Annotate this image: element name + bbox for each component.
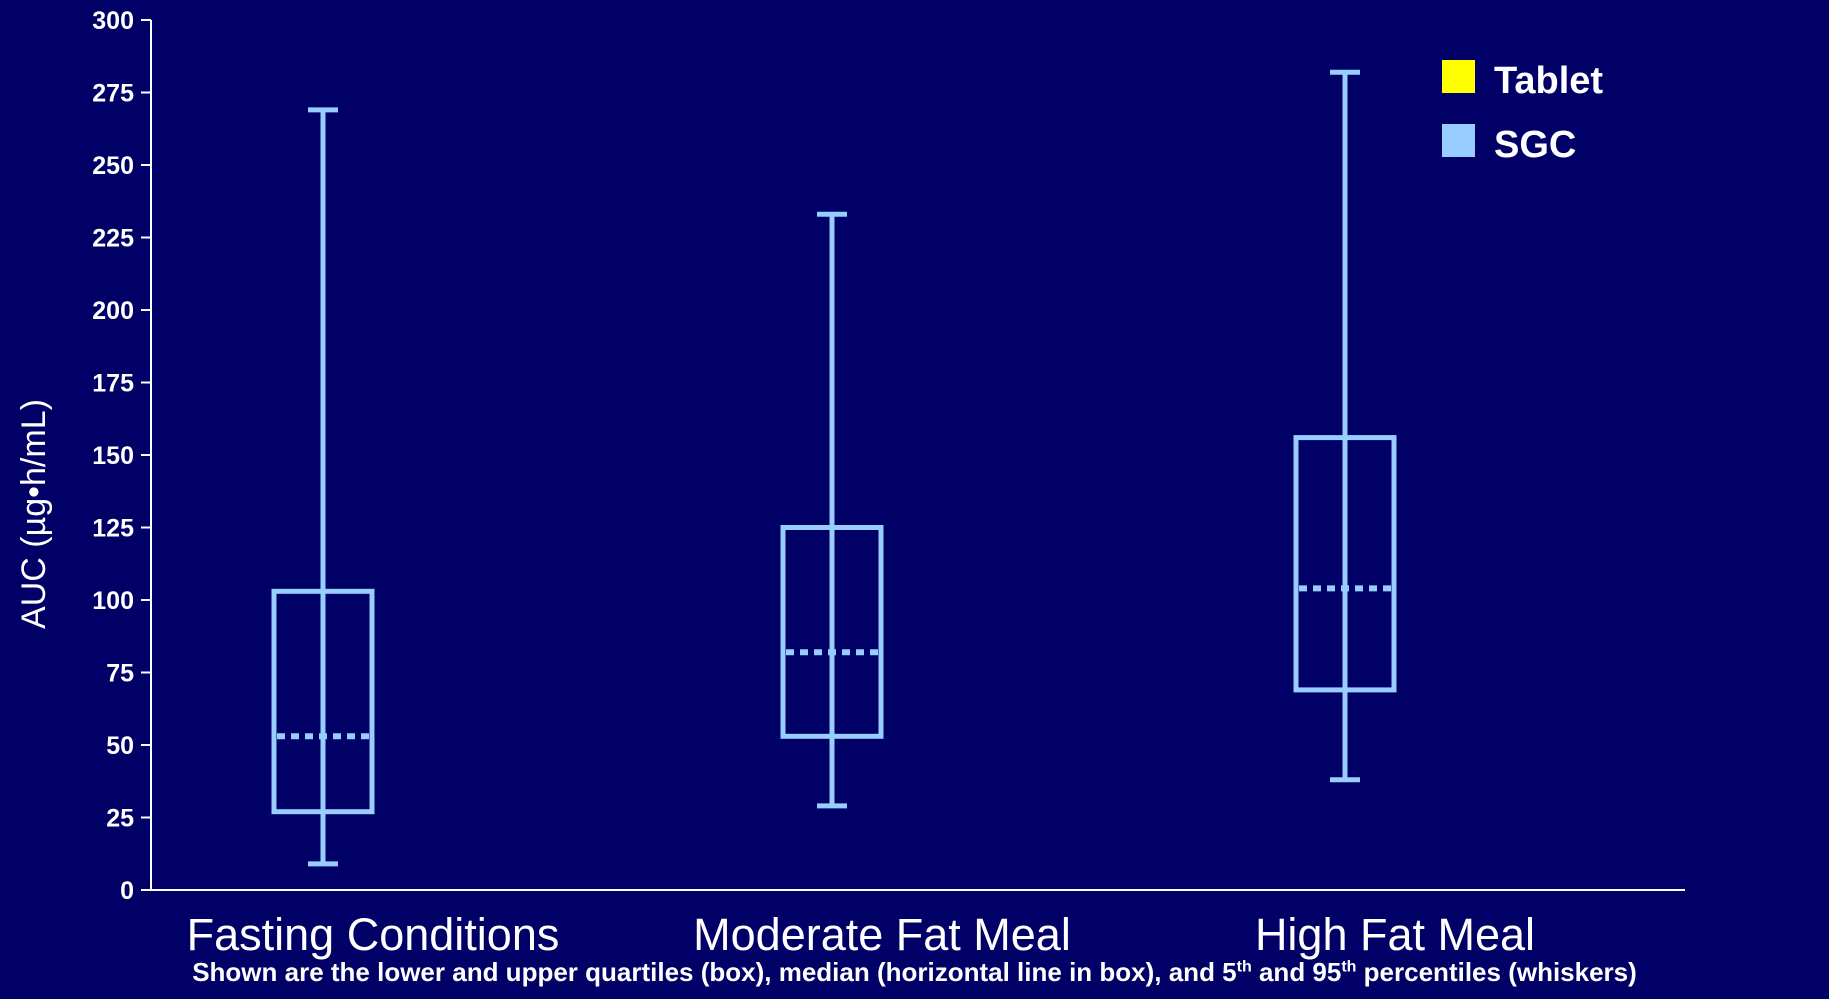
- y-tick-label: 175: [92, 370, 134, 398]
- footnote-text-3: percentiles (whiskers): [1356, 957, 1637, 987]
- y-tick-label: 100: [92, 587, 134, 615]
- x-tick-labels: Fasting Conditions Moderate Fat Meal High …: [187, 909, 1535, 960]
- footnote-sup-1: th: [1236, 958, 1252, 976]
- y-tick-label: 250: [92, 152, 134, 180]
- x-tick-label: Moderate Fat Meal: [693, 909, 1071, 960]
- box-iqr: [271, 588, 375, 815]
- footnote-sup-2: th: [1341, 958, 1357, 976]
- y-tick-label: 75: [106, 660, 134, 688]
- footnote-text-2: and 95: [1251, 957, 1342, 987]
- legend-label: SGC: [1494, 124, 1576, 166]
- boxes: [271, 69, 1397, 867]
- y-ticks: 0 25 50 75 100 125 150 175 200 225 250 275 300: [92, 7, 151, 905]
- box-group: [1293, 69, 1397, 783]
- y-tick-label: 0: [120, 877, 134, 905]
- box-group: [780, 211, 884, 809]
- x-tick-label: High Fat Meal: [1255, 909, 1535, 960]
- box-iqr: [780, 525, 884, 739]
- legend: Tablet SGC: [1442, 60, 1603, 166]
- y-tick-label: 50: [106, 732, 134, 760]
- legend-swatch: [1442, 60, 1475, 93]
- y-tick-label: 225: [92, 225, 134, 253]
- y-tick-label: 125: [92, 515, 134, 543]
- y-tick-label: 300: [92, 7, 134, 35]
- y-axis-label: AUC (µg•h/mL): [15, 399, 53, 629]
- legend-label: Tablet: [1494, 60, 1603, 102]
- x-tick-label: Fasting Conditions: [187, 909, 560, 960]
- box-plot: 0 25 50 75 100 125 150 175 200 225 250 275 300 Fasti…: [15, 7, 1685, 960]
- y-tick-label: 200: [92, 297, 134, 325]
- legend-swatch: [1442, 124, 1475, 157]
- y-tick-label: 25: [106, 805, 134, 833]
- y-tick-label: 275: [92, 80, 134, 108]
- footnote-text-1: Shown are the lower and upper quartiles …: [192, 957, 1237, 987]
- box-group: [271, 107, 375, 867]
- y-tick-label: 150: [92, 442, 134, 470]
- footnote: Shown are the lower and upper quartiles …: [0, 957, 1829, 988]
- box-iqr: [1293, 435, 1397, 693]
